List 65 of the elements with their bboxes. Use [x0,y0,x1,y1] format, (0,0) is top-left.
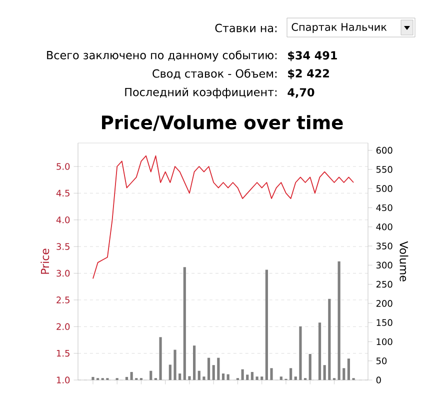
text: $34 491 [288,50,337,62]
y-tick-label: 3.5 [56,243,70,250]
bar [174,350,176,380]
bar [342,368,346,380]
bar [198,370,200,380]
bar [130,372,133,380]
text: Всего заключено по данному событию: [47,50,277,62]
bar [192,346,196,380]
bar [280,376,282,380]
bar [347,358,350,380]
y2-tick-label: 0 [376,376,381,384]
bar [159,337,162,380]
bar [125,376,128,380]
y-tick-label: 4.5 [56,190,70,197]
bar [338,261,340,380]
bar [290,368,292,380]
text: Ставки на: [215,24,276,32]
bar [207,358,210,380]
bar [226,374,230,380]
text: Последний коэффициент: [125,88,277,98]
chart-title: Price/Volume over time [102,115,343,131]
y2-tick-label: 250 [376,280,392,288]
bar [250,372,254,380]
line-series [92,155,354,280]
bar [183,267,186,380]
y2-tick-label: 150 [376,319,392,326]
y-axis-title: Price [40,248,50,274]
y-tick-label: 4.0 [56,216,70,224]
y2-tick-label: 200 [376,300,392,307]
y-tick-label: 2.0 [56,323,70,330]
bar [270,368,273,380]
bar [202,376,206,380]
bar [168,364,172,380]
bar [256,376,258,380]
bar [299,326,302,380]
bar [222,374,225,380]
y2-tick-label: 450 [376,204,392,212]
y2-tick-label: 400 [376,223,392,230]
text: Свод ставок - Объем: [152,68,276,80]
y-tick-label: 1.0 [56,376,70,384]
y-tick-label: 5.0 [56,163,70,170]
bar [246,374,249,380]
y-tick-label: 3.0 [56,270,70,277]
y2-tick-label: 300 [376,262,392,269]
bar [323,365,326,380]
text: $2 422 [288,68,329,80]
y2-tick-label: 100 [376,338,392,346]
bar [150,370,152,380]
y-tick-label: 1.5 [56,350,70,357]
y-tick-label: 2.5 [56,296,70,304]
y2-tick-label: 500 [376,185,392,192]
y2-tick-label: 350 [376,242,392,250]
y2-tick-label: 550 [376,166,392,173]
text: Спартак Нальчик [292,23,387,33]
bar [328,298,331,380]
y2-tick-label: 50 [376,357,387,364]
y2-tick-label: 600 [376,146,392,154]
bar [178,374,182,380]
bar [318,322,322,380]
bar [217,358,220,380]
bar [241,369,244,380]
bar [294,376,297,380]
y2-axis-title: Volume [400,241,408,282]
bar [265,270,268,380]
text: 4,70 [288,88,314,98]
